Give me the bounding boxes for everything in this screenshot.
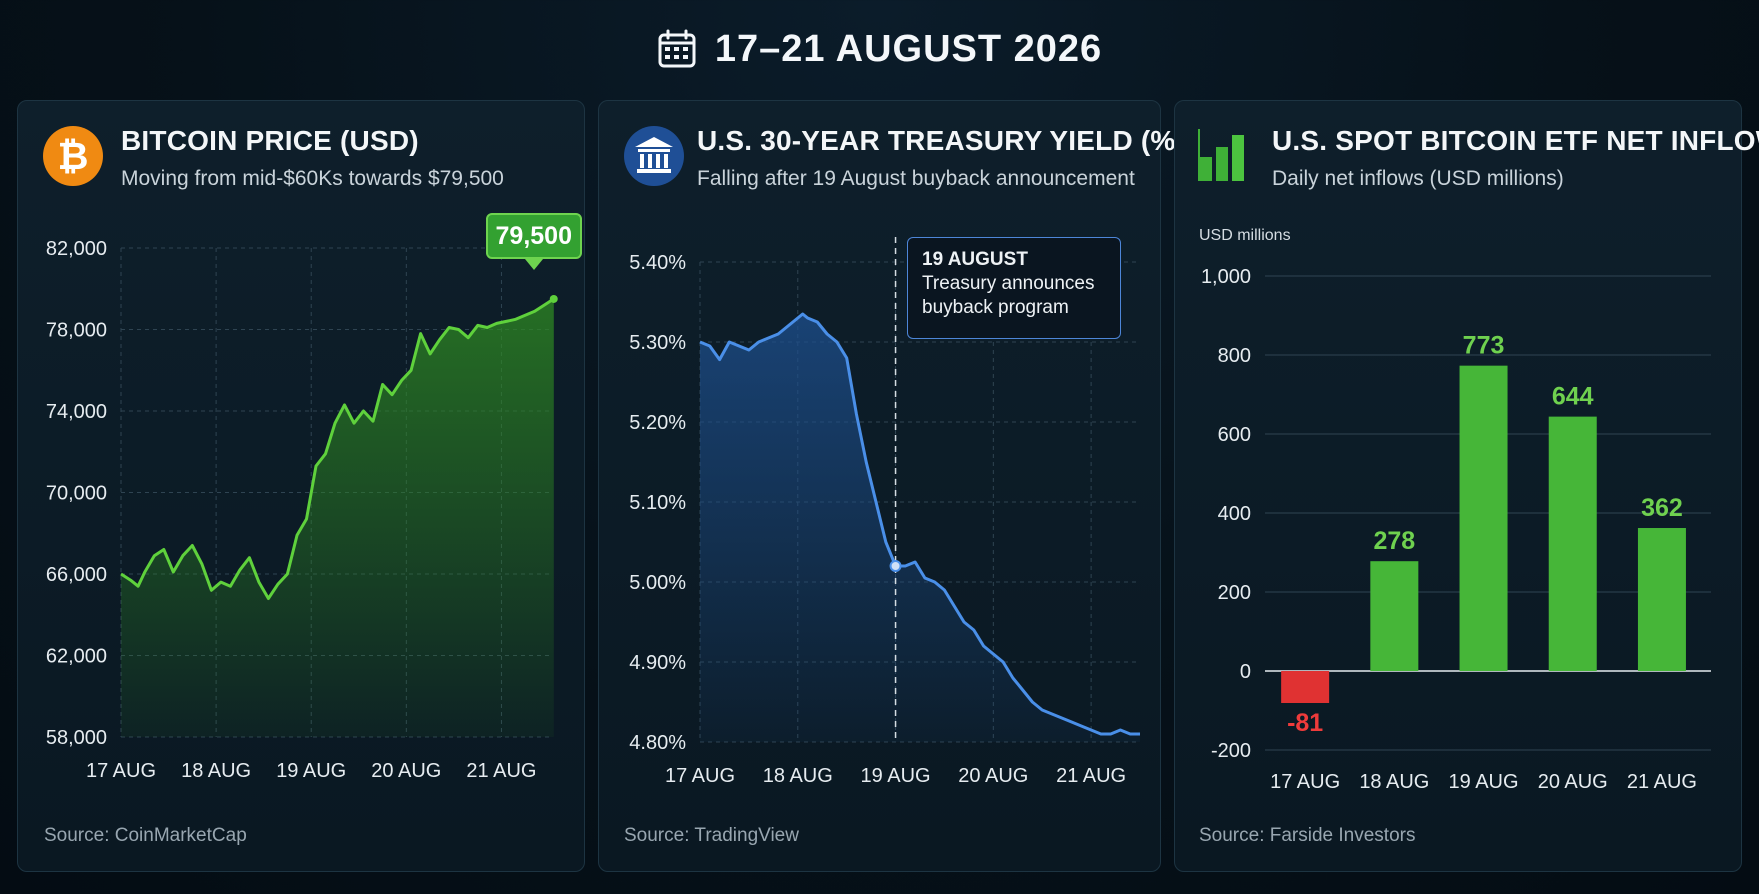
source-label: Source: CoinMarketCap [44, 825, 247, 846]
x-tick-label: 21 AUG [466, 760, 536, 782]
y-tick-label: 5.00% [629, 572, 686, 594]
series-area [121, 298, 554, 737]
y-tick-label: 5.30% [629, 332, 686, 354]
y-tick-label: 800 [1218, 345, 1251, 367]
x-tick-label: 18 AUG [763, 765, 833, 787]
annotation-line-1: Treasury announces [922, 273, 1095, 294]
bar [1459, 365, 1508, 671]
y-axis-unit: USD millions [1199, 227, 1291, 244]
treasury-yield-panel: U.S. 30-YEAR TREASURY YIELD (%) Falling … [598, 100, 1185, 872]
bar-value-label: -81 [1287, 709, 1323, 737]
event-point [889, 560, 902, 572]
source-label: Source: TradingView [624, 825, 799, 846]
y-tick-label: 62,000 [46, 646, 107, 668]
x-tick-label: 21 AUG [1627, 771, 1697, 793]
y-tick-label: 70,000 [46, 483, 107, 505]
bar [1370, 561, 1419, 671]
panel-subtitle: Moving from mid-$60Ks towards $79,500 [121, 167, 504, 190]
y-tick-label: 200 [1218, 582, 1251, 604]
y-tick-label: 4.90% [629, 652, 686, 674]
x-tick-label: 18 AUG [181, 760, 251, 782]
badge-pointer [524, 258, 543, 270]
bank-icon [624, 126, 684, 186]
bar-value-label: 773 [1463, 332, 1505, 360]
x-tick-label: 20 AUG [958, 765, 1028, 787]
y-tick-label: 78,000 [46, 320, 107, 342]
event-annotation: 19 AUGUST Treasury announces buyback pro… [907, 237, 1121, 339]
annotation-title: 19 AUGUST [922, 249, 1028, 270]
panel-title: U.S. 30-YEAR TREASURY YIELD (%) [697, 125, 1185, 156]
x-tick-label: 17 AUG [665, 765, 735, 787]
svg-text:₿: ₿ [58, 136, 89, 178]
x-tick-label: 17 AUG [86, 760, 156, 782]
y-tick-label: 66,000 [46, 564, 107, 586]
x-tick-label: 19 AUG [1449, 771, 1519, 793]
etf-inflows-chart: 1,000 800 600 400 200 0 -200 -81 17 AUG 278 18 AUG… [1201, 266, 1711, 793]
y-tick-label: 74,000 [46, 401, 107, 423]
series-line [699, 312, 1140, 736]
x-tick-label: 20 AUG [1538, 771, 1608, 793]
panel-title: BITCOIN PRICE (USD) [121, 125, 419, 156]
x-tick-label: 21 AUG [1056, 765, 1126, 787]
calendar-icon [658, 29, 696, 68]
y-tick-label: 1,000 [1201, 266, 1251, 288]
treasury-yield-chart: 5.40% 5.30% 5.20% 5.10% 5.00% 4.90% 4.80% 17 AU… [629, 237, 1140, 787]
panel-title: U.S. SPOT BITCOIN ETF NET INFLOWS [1272, 125, 1759, 156]
annotation-line-2: buyback program [922, 297, 1069, 318]
y-tick-label: 0 [1240, 661, 1251, 683]
y-tick-label: 600 [1218, 424, 1251, 446]
bar-value-label: 278 [1373, 527, 1415, 555]
y-tick-label: 5.40% [629, 252, 686, 274]
y-tick-label: 4.80% [629, 732, 686, 754]
etf-inflows-panel: U.S. SPOT BITCOIN ETF NET INFLOWS Daily … [1174, 100, 1759, 872]
y-tick-label: 5.10% [629, 492, 686, 514]
panel-subtitle: Falling after 19 August buyback announce… [697, 167, 1135, 190]
bitcoin-price-panel: ₿ BITCOIN PRICE (USD) Moving from mid-$6… [17, 100, 585, 872]
panel-subtitle: Daily net inflows (USD millions) [1272, 167, 1564, 190]
x-tick-label: 20 AUG [371, 760, 441, 782]
bar-value-label: 644 [1552, 383, 1594, 411]
source-label: Source: Farside Investors [1199, 825, 1416, 846]
price-highlight-badge: 79,500 [485, 212, 582, 259]
x-tick-label: 19 AUG [276, 760, 346, 782]
y-tick-label: 58,000 [46, 727, 107, 749]
series-line [120, 297, 555, 600]
x-tick-label: 18 AUG [1359, 771, 1429, 793]
bar [1637, 528, 1686, 671]
bar [1548, 416, 1597, 671]
bar-chart-icon [1198, 129, 1244, 181]
page-title: 17–21 AUGUST 2026 [714, 27, 1103, 70]
bitcoin-price-chart: 82,000 78,000 74,000 70,000 66,000 62,000 58,0… [46, 238, 558, 782]
page-header: 17–21 AUGUST 2026 [0, 22, 1759, 76]
x-tick-label: 17 AUG [1270, 771, 1340, 793]
y-tick-label: 400 [1218, 503, 1251, 525]
bitcoin-icon: ₿ [43, 126, 103, 186]
bar-value-label: 362 [1641, 494, 1683, 522]
y-tick-label: 5.20% [629, 412, 686, 434]
y-tick-label: -200 [1211, 740, 1251, 762]
y-tick-label: 82,000 [46, 238, 107, 260]
series-area [700, 314, 1140, 742]
price-endpoint [549, 294, 558, 303]
bar [1281, 671, 1330, 703]
x-tick-label: 19 AUG [861, 765, 931, 787]
